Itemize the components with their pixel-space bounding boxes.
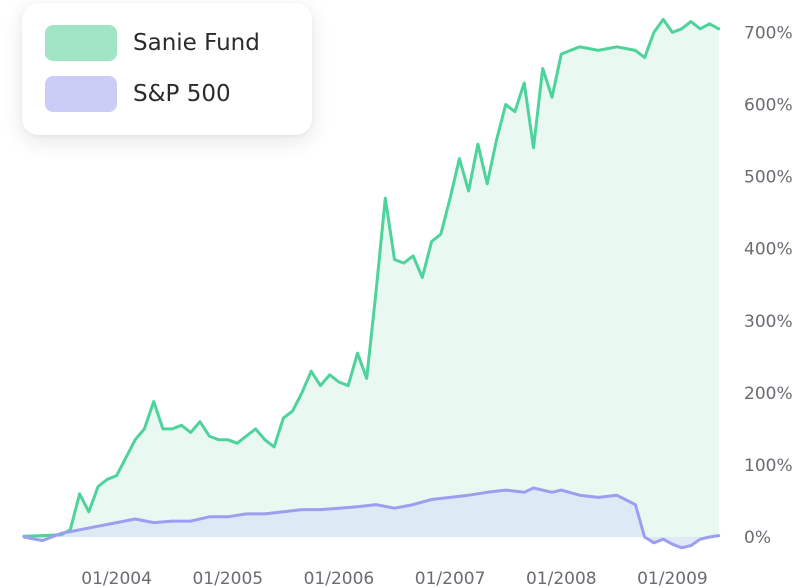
series-line-sanie-fund bbox=[22, 17, 721, 538]
series-line-sp500 bbox=[22, 486, 721, 550]
x-axis-ticks: 01/2004 01/2005 01/2006 01/2007 01/2008 01/20… bbox=[81, 569, 707, 588]
legend-label-sanie-fund: Sanie Fund bbox=[133, 30, 260, 56]
y-tick-label: 500% bbox=[744, 168, 793, 188]
legend-item-sanie-fund: Sanie Fund bbox=[45, 25, 260, 61]
y-tick-label: 700% bbox=[744, 23, 793, 43]
x-tick-label: 01/2006 bbox=[304, 569, 375, 588]
legend-label-sp500: S&P 500 bbox=[133, 81, 231, 107]
y-tick-label: 200% bbox=[744, 384, 793, 404]
legend-swatch-sp500 bbox=[45, 76, 117, 112]
y-axis-ticks: 0% 100% 200% 300% 400% 500% 600% 700% bbox=[744, 23, 793, 548]
x-tick-label: 01/2008 bbox=[526, 569, 597, 588]
y-tick-label: 0% bbox=[744, 528, 771, 548]
x-tick-label: 01/2005 bbox=[192, 569, 263, 588]
series-area-sanie-fund bbox=[24, 19, 719, 537]
x-tick-label: 01/2009 bbox=[637, 569, 708, 588]
y-tick-label: 100% bbox=[744, 456, 793, 476]
x-tick-label: 01/2007 bbox=[415, 569, 486, 588]
x-tick-label: 01/2004 bbox=[81, 569, 152, 588]
series-area-sp500 bbox=[24, 488, 719, 548]
series-layer bbox=[22, 17, 721, 550]
chart-legend: Sanie Fund S&P 500 bbox=[22, 3, 312, 135]
legend-swatch-sanie-fund bbox=[45, 25, 117, 61]
legend-item-sp500: S&P 500 bbox=[45, 76, 231, 112]
y-tick-label: 400% bbox=[744, 240, 793, 260]
y-tick-label: 300% bbox=[744, 312, 793, 332]
y-tick-label: 600% bbox=[744, 96, 793, 116]
